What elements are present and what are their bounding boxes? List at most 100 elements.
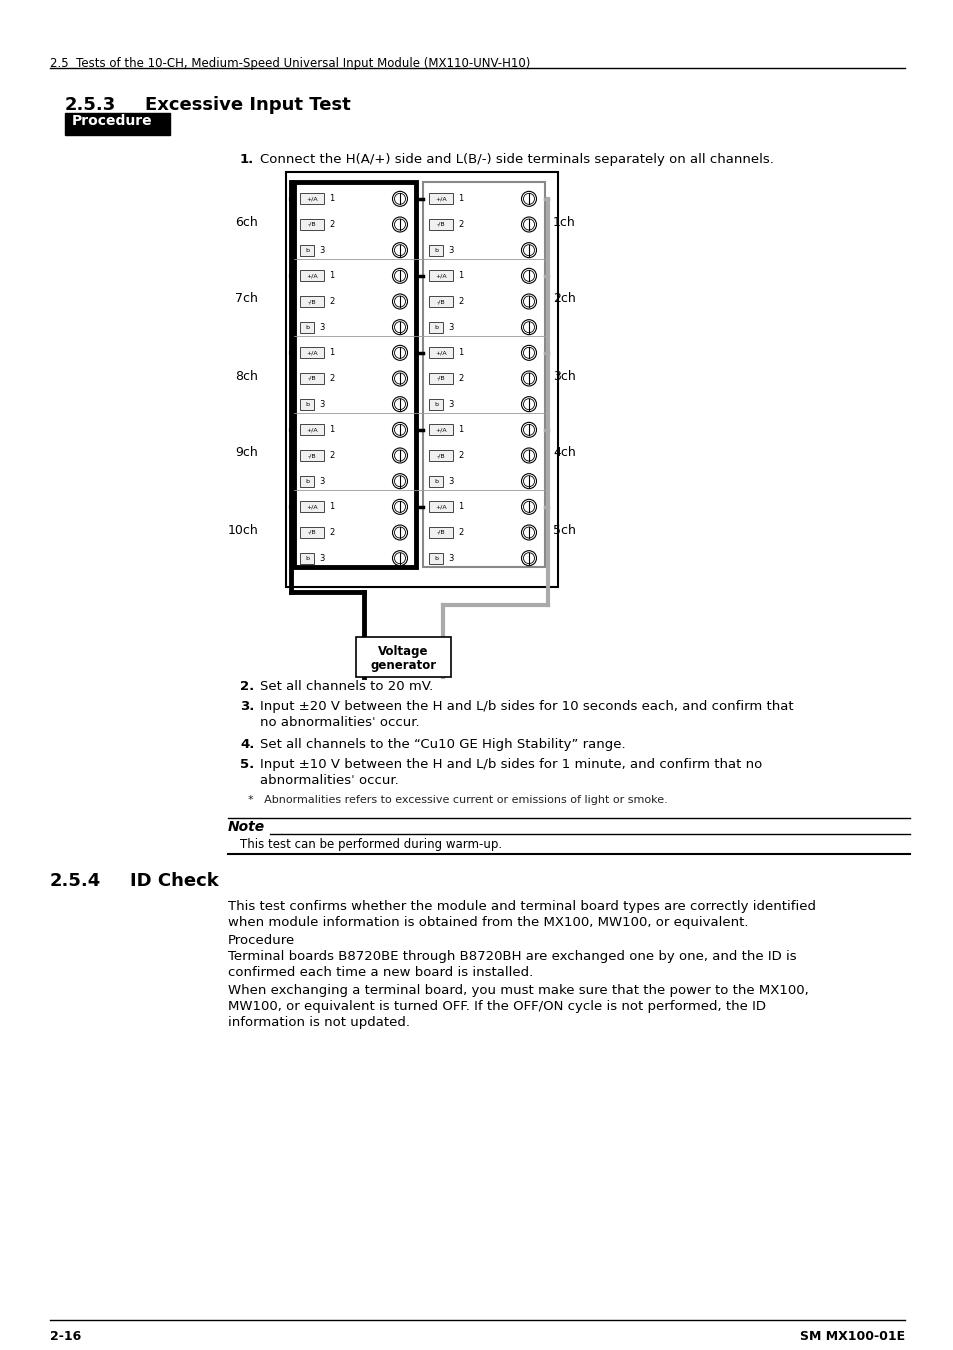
Text: +/A: +/A xyxy=(306,351,317,355)
Circle shape xyxy=(392,525,407,540)
Text: 5ch: 5ch xyxy=(553,524,576,536)
Bar xyxy=(429,424,453,435)
Text: 3: 3 xyxy=(448,477,453,486)
Circle shape xyxy=(392,217,407,232)
Text: -/B: -/B xyxy=(436,298,445,304)
Circle shape xyxy=(395,219,405,230)
Bar xyxy=(429,321,442,332)
Text: 2: 2 xyxy=(457,528,463,537)
Circle shape xyxy=(521,243,536,258)
Text: Procedure: Procedure xyxy=(71,113,152,128)
Bar xyxy=(422,182,544,567)
Text: 1: 1 xyxy=(329,348,334,358)
Bar xyxy=(299,347,324,358)
Text: 2ch: 2ch xyxy=(553,293,576,305)
Text: 7ch: 7ch xyxy=(234,293,257,305)
Text: SM MX100-01E: SM MX100-01E xyxy=(799,1330,904,1343)
Text: 2: 2 xyxy=(329,374,334,383)
Text: -/B: -/B xyxy=(308,454,316,458)
Circle shape xyxy=(523,450,534,460)
Text: This test can be performed during warm-up.: This test can be performed during warm-u… xyxy=(240,838,501,850)
Circle shape xyxy=(521,192,536,207)
Circle shape xyxy=(392,192,407,207)
Text: MW100, or equivalent is turned OFF. If the OFF/ON cycle is not performed, the ID: MW100, or equivalent is turned OFF. If t… xyxy=(228,1000,765,1012)
Text: 3: 3 xyxy=(318,323,324,332)
Text: 2: 2 xyxy=(329,297,334,306)
Text: 1: 1 xyxy=(329,425,334,435)
Circle shape xyxy=(523,373,534,383)
Text: b: b xyxy=(305,479,309,483)
Text: Voltage: Voltage xyxy=(377,644,428,657)
Text: 4ch: 4ch xyxy=(553,447,576,459)
Text: 1: 1 xyxy=(457,348,463,358)
Text: 3: 3 xyxy=(318,246,324,255)
Circle shape xyxy=(523,501,534,513)
Circle shape xyxy=(392,397,407,412)
Text: b: b xyxy=(305,247,309,252)
Text: +/A: +/A xyxy=(306,273,317,278)
Text: -/B: -/B xyxy=(308,531,316,535)
Text: 2-16: 2-16 xyxy=(50,1330,81,1343)
Circle shape xyxy=(521,320,536,335)
Text: Terminal boards B8720BE through B8720BH are exchanged one by one, and the ID is: Terminal boards B8720BE through B8720BH … xyxy=(228,950,796,963)
Text: +/A: +/A xyxy=(435,505,446,509)
Bar xyxy=(429,475,442,486)
Circle shape xyxy=(392,320,407,335)
Text: 2: 2 xyxy=(329,528,334,537)
Text: +/A: +/A xyxy=(435,428,446,432)
Text: 2: 2 xyxy=(457,374,463,383)
Text: 1: 1 xyxy=(329,194,334,204)
Bar xyxy=(429,270,453,281)
Circle shape xyxy=(395,193,405,204)
Text: 1: 1 xyxy=(329,271,334,281)
Text: 3: 3 xyxy=(448,400,453,409)
Text: -/B: -/B xyxy=(308,377,316,381)
Circle shape xyxy=(523,526,534,539)
Bar xyxy=(286,171,558,587)
Text: 3: 3 xyxy=(318,477,324,486)
Circle shape xyxy=(521,397,536,412)
Bar xyxy=(299,321,314,332)
Circle shape xyxy=(392,346,407,360)
Text: -/B: -/B xyxy=(308,221,316,227)
Circle shape xyxy=(523,296,534,306)
Text: 10ch: 10ch xyxy=(227,524,257,536)
Circle shape xyxy=(521,448,536,463)
Text: 2: 2 xyxy=(329,220,334,230)
Circle shape xyxy=(523,552,534,564)
Bar xyxy=(299,296,324,306)
Circle shape xyxy=(521,217,536,232)
Circle shape xyxy=(392,371,407,386)
Text: 1.: 1. xyxy=(240,153,254,166)
Circle shape xyxy=(523,475,534,486)
Circle shape xyxy=(395,398,405,409)
Text: -/B: -/B xyxy=(436,531,445,535)
Text: b: b xyxy=(434,324,437,329)
Text: +/A: +/A xyxy=(435,273,446,278)
Circle shape xyxy=(521,551,536,566)
Circle shape xyxy=(521,371,536,386)
Bar xyxy=(299,552,314,564)
Circle shape xyxy=(523,347,534,358)
Circle shape xyxy=(392,423,407,437)
Text: +/A: +/A xyxy=(435,196,446,201)
Bar xyxy=(429,219,453,230)
Text: b: b xyxy=(434,556,437,560)
Bar xyxy=(299,398,314,409)
Text: no abnormalitiesˈ occur.: no abnormalitiesˈ occur. xyxy=(260,716,419,729)
Text: generator: generator xyxy=(370,660,436,672)
Text: b: b xyxy=(434,402,437,406)
Text: 2: 2 xyxy=(457,220,463,230)
Text: 2.5.4: 2.5.4 xyxy=(50,872,101,890)
Text: Connect the H(A/+) side and L(B/-) side terminals separately on all channels.: Connect the H(A/+) side and L(B/-) side … xyxy=(260,153,773,166)
Text: -/B: -/B xyxy=(308,298,316,304)
Text: This test confirms whether the module and terminal board types are correctly ide: This test confirms whether the module an… xyxy=(228,900,815,913)
Text: -/B: -/B xyxy=(436,377,445,381)
Text: -/B: -/B xyxy=(436,454,445,458)
Circle shape xyxy=(392,551,407,566)
Circle shape xyxy=(392,243,407,258)
Bar xyxy=(429,373,453,383)
Circle shape xyxy=(395,475,405,486)
Text: Excessive Input Test: Excessive Input Test xyxy=(145,96,351,113)
Text: *   Abnormalities refers to excessive current or emissions of light or smoke.: * Abnormalities refers to excessive curr… xyxy=(248,795,667,805)
